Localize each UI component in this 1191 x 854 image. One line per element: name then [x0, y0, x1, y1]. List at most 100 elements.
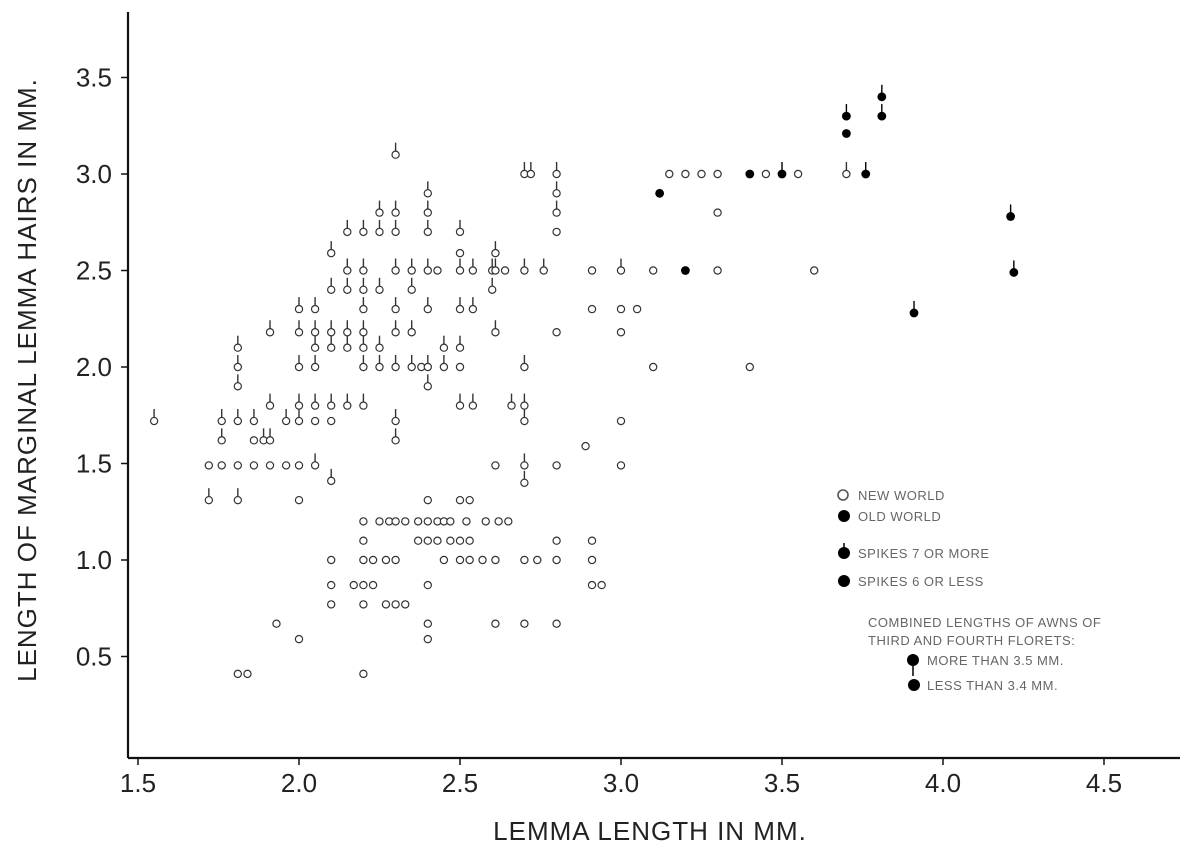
new-world-point	[294, 461, 304, 470]
new-world-point	[587, 304, 597, 314]
new-world-point	[552, 189, 561, 198]
new-world-point	[520, 362, 529, 372]
new-world-point	[455, 343, 465, 352]
new-world-point	[439, 555, 449, 565]
new-world-point	[243, 669, 252, 679]
new-world-point	[407, 266, 416, 275]
new-world-point	[455, 536, 465, 545]
legend-spikes-7-marker	[838, 547, 850, 559]
new-world-point	[478, 555, 487, 565]
new-world-point	[552, 619, 561, 628]
new-world-point	[233, 343, 243, 352]
new-world-point	[520, 478, 529, 487]
new-world-point	[294, 304, 304, 314]
new-world-point	[455, 248, 465, 258]
new-world-point	[446, 536, 455, 545]
legend-old-world-label: OLD WORLD	[858, 509, 941, 524]
old-world-point	[1006, 212, 1016, 221]
new-world-point	[413, 536, 423, 545]
x-tick-label: 4.5	[1086, 768, 1122, 798]
new-world-point	[233, 495, 243, 505]
new-world-point	[391, 555, 400, 565]
new-world-point	[343, 328, 352, 337]
x-tick-label: 2.5	[442, 768, 478, 798]
ticks: 1.5 2.0 2.5 3.0 3.5 4.0 4.5 0.5 1.0 1.5 2.0 2.5 3.0 3…	[76, 63, 1122, 799]
new-world-point	[423, 189, 432, 198]
new-world-point	[491, 619, 500, 628]
new-world-point	[465, 495, 474, 505]
new-world-point	[343, 401, 352, 410]
legend-awn-more-marker	[907, 654, 919, 666]
new-world-point	[465, 555, 474, 565]
new-world-point	[597, 580, 606, 590]
new-world-point	[793, 169, 803, 179]
new-world-point	[491, 328, 500, 337]
new-world-point	[842, 169, 851, 179]
new-world-point	[265, 401, 275, 410]
new-world-point	[294, 634, 304, 644]
new-world-point	[327, 328, 336, 337]
new-world-point	[401, 517, 410, 526]
new-world-point	[265, 461, 275, 470]
x-tick-label: 4.0	[925, 768, 961, 798]
new-world-point	[761, 169, 771, 179]
old-world-point	[655, 188, 665, 198]
new-world-point	[375, 227, 384, 237]
new-world-point	[310, 343, 320, 352]
new-world-point	[343, 343, 352, 352]
new-world-point	[149, 416, 159, 426]
y-tick-label: 2.5	[76, 256, 112, 286]
y-tick-label: 1.5	[76, 449, 112, 479]
new-world-point	[491, 248, 500, 258]
new-world-point	[375, 362, 384, 372]
new-world-point	[423, 536, 432, 545]
new-world-point	[455, 266, 465, 275]
new-world-point	[465, 536, 474, 545]
new-world-point	[359, 343, 368, 352]
new-world-point	[391, 600, 400, 609]
old-world-point	[877, 111, 887, 121]
new-world-point	[520, 619, 529, 628]
new-world-point	[616, 461, 626, 470]
new-world-point	[327, 476, 336, 486]
new-world-point	[616, 304, 626, 314]
new-world-point	[462, 517, 471, 526]
new-world-point	[455, 227, 465, 237]
new-world-point	[468, 401, 478, 410]
new-world-point	[587, 266, 597, 275]
new-world-point	[233, 382, 243, 391]
new-world-point	[401, 600, 410, 609]
new-world-point	[423, 634, 432, 644]
new-world-point	[439, 343, 449, 352]
new-world-point	[423, 619, 432, 628]
new-world-point	[810, 266, 819, 275]
new-world-point	[381, 600, 391, 609]
old-world-point	[909, 308, 919, 318]
new-world-point	[423, 227, 432, 237]
new-world-point	[665, 169, 674, 179]
new-world-point	[359, 580, 368, 590]
new-world-point	[423, 266, 432, 275]
new-world-point	[359, 285, 368, 294]
legend-old-world-marker	[838, 510, 850, 522]
new-world-point	[327, 580, 336, 590]
new-world-point	[423, 208, 432, 217]
new-world-point	[249, 461, 259, 470]
new-world-point	[407, 362, 416, 372]
new-world-point	[491, 461, 500, 470]
new-world-point	[507, 401, 516, 410]
new-world-point	[294, 401, 304, 410]
new-world-point	[310, 328, 320, 337]
legend-awn-heading-line-2: THIRD AND FOURTH FLORETS:	[868, 633, 1075, 648]
new-world-point	[375, 208, 384, 217]
new-world-point	[294, 416, 304, 426]
new-world-point	[310, 461, 320, 470]
new-world-point	[455, 555, 465, 565]
y-axis-label: LENGTH OF MARGINAL LEMMA HAIRS IN MM.	[12, 78, 42, 682]
new-world-point	[494, 517, 503, 526]
new-world-point	[359, 227, 368, 237]
new-world-point	[713, 169, 722, 179]
new-world-point	[552, 328, 561, 337]
new-world-point	[368, 555, 378, 565]
new-world-point	[504, 517, 513, 526]
